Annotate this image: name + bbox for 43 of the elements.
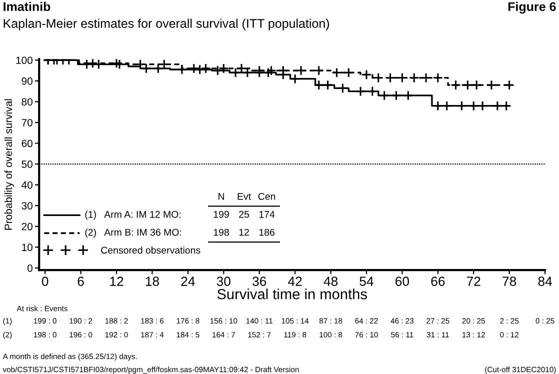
y-tick-label: 50	[22, 160, 32, 168]
x-tick-label: 60	[396, 276, 410, 286]
annotation: 186	[259, 228, 274, 236]
legend-label: (2) Arm B: IM 36 MO:	[85, 228, 182, 238]
x-tick-label: 42	[288, 276, 302, 286]
x-tick-label: 0	[42, 276, 48, 286]
y-tick-label: 100	[16, 56, 32, 64]
y-tick-label: 20	[22, 222, 32, 230]
x-tick-label: 54	[360, 276, 374, 286]
chart-subtitle: Kaplan-Meier estimates for overall survival (ITT population)	[4, 18, 330, 30]
x-tick-label: 84	[538, 276, 552, 286]
y-tick-label: 70	[22, 118, 32, 126]
y-tick-label: 60	[22, 140, 32, 148]
x-axis-title: Survival time in months	[217, 288, 367, 300]
annotation: N	[218, 193, 224, 200]
x-tick-label: 30	[216, 276, 230, 286]
y-tick-label: 0	[27, 264, 32, 272]
y-tick-label: 30	[22, 202, 32, 210]
legend-label: Censored observations	[101, 246, 200, 254]
y-axis-title: Probability of overall survival	[4, 99, 14, 230]
x-tick-label: 12	[110, 276, 124, 286]
annotation: 25	[239, 210, 250, 218]
y-tick-label: 80	[22, 98, 32, 106]
x-tick-label: 6	[78, 276, 84, 286]
annotation: Evt	[238, 193, 251, 200]
x-tick-label: 78	[502, 276, 516, 286]
x-tick-label: 36	[252, 276, 266, 286]
legend-label: (1) Arm A: IM 12 MO:	[85, 210, 180, 220]
x-tick-label: 48	[324, 276, 338, 286]
chart-title: Imatinib	[4, 2, 50, 12]
x-tick-label: 24	[181, 276, 195, 286]
annotation: 198	[214, 228, 229, 236]
annotation: 12	[239, 228, 249, 236]
x-tick-label: 18	[146, 276, 159, 286]
annotation: 199	[214, 210, 229, 218]
y-tick-label: 90	[22, 77, 32, 85]
y-tick-label: 40	[22, 181, 32, 189]
x-tick-label: 66	[431, 276, 445, 286]
annotation: 174	[259, 211, 275, 218]
caption: Figure 6	[508, 2, 556, 14]
y-tick-label: 10	[22, 244, 32, 252]
x-tick-label: 72	[466, 276, 480, 286]
annotation: Cen	[258, 192, 276, 200]
